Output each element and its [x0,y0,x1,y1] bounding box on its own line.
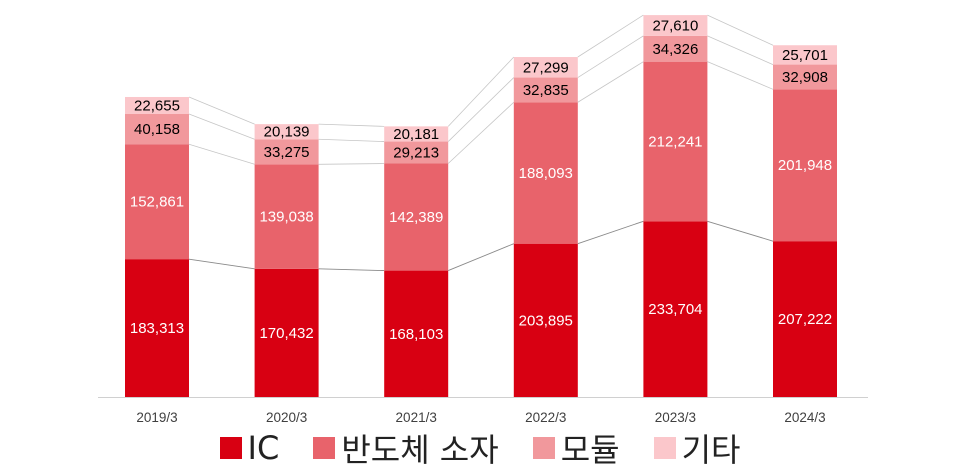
bar-segment [643,61,708,222]
value-label: 201,948 [778,157,832,174]
legend-item-semiconductor-device: 반도체 소자 [313,425,499,471]
bar-segment [643,221,708,397]
bar-segment [513,102,578,244]
value-label: 188,093 [519,165,573,182]
bar-segment [513,57,578,78]
legend-swatch-ic [219,437,242,459]
bar-segment [773,64,837,90]
bar-segment [643,15,708,36]
bar-segment [125,96,189,115]
value-label: 183,313 [130,320,184,337]
bar-segment [384,141,449,164]
value-label: 212,241 [648,133,702,150]
bar-segment [773,241,837,397]
connector-line [707,35,774,65]
bar-segment [254,164,319,269]
value-label: 22,655 [134,97,180,114]
legend-swatch-semiconductor-device [313,437,336,459]
x-tick-label: 2022/3 [525,410,566,425]
connector-line [577,61,644,103]
legend: IC 반도체 소자 모듈 기타 [0,425,960,471]
connector-line [447,56,515,127]
series-connector-lines [188,14,774,272]
connector-line [188,143,255,165]
value-label: 27,610 [652,17,698,34]
legend-item-ic: IC [219,429,280,467]
x-tick-labels: 2019/3 2020/3 2021/3 2022/3 2023/3 2024/3 [136,410,825,425]
legend-swatch-module [532,437,555,459]
connector-line [707,14,774,46]
legend-label-other: 기타 [681,431,741,469]
connector-line [318,123,385,127]
value-label: 203,895 [519,312,573,329]
bar-segment [643,35,708,62]
connector-line [707,220,774,242]
value-label: 34,326 [652,41,698,58]
value-label: 33,275 [264,144,310,161]
value-labels: 183,313 152,861 40,158 22,655 170,432 139,038… [130,17,832,342]
legend-swatch-other [653,437,676,459]
bar-segment [384,270,449,397]
connector-line [318,163,385,165]
legend-label-module: 모듈 [560,431,620,469]
value-label: 25,701 [782,47,828,64]
value-label: 207,222 [778,311,832,328]
value-label: 170,432 [259,325,313,342]
bar-segment [125,144,189,260]
legend-label-ic: IC [247,429,280,467]
x-tick-label: 2023/3 [655,410,696,425]
bar-segment [513,77,578,103]
value-label: 32,835 [523,82,569,99]
bar-segment [254,268,319,397]
connector-line [318,268,385,272]
bar-segment [384,163,449,271]
value-label: 27,299 [523,59,569,76]
connector-line [577,220,644,245]
legend-item-module: 모듈 [532,425,620,471]
x-tick-label: 2019/3 [136,410,177,425]
value-label: 142,389 [389,209,443,226]
x-tick-label: 2020/3 [266,410,307,425]
bar-segment [384,126,449,142]
connector-line [707,61,774,90]
connector-line [447,77,515,142]
bar-segment [773,45,837,65]
value-label: 29,213 [393,145,439,162]
bar-segment [513,243,578,397]
bar-segment [125,259,189,397]
connector-line [318,138,385,142]
value-label: 20,139 [264,124,310,141]
value-label: 40,158 [134,121,180,138]
connector-line [577,35,644,78]
value-label: 20,181 [393,126,439,143]
legend-label-semiconductor-device: 반도체 소자 [341,431,499,469]
connector-line [188,258,255,270]
bar-segment [773,89,837,242]
value-label: 168,103 [389,326,443,343]
connector-line [447,101,515,164]
bar-segment [125,114,189,145]
value-label: 32,908 [782,69,828,86]
x-tick-label: 2024/3 [784,410,825,425]
value-label: 233,704 [648,301,702,318]
value-label: 152,861 [130,194,184,211]
connector-line [577,14,644,58]
connector-line [188,113,255,140]
connector-line [188,96,255,125]
x-tick-label: 2021/3 [396,410,437,425]
bar-segment [254,139,319,165]
bars [125,15,837,397]
bar-segment [254,124,319,140]
connector-line [448,243,514,272]
value-label: 139,038 [259,209,313,226]
legend-item-other: 기타 [653,425,741,471]
